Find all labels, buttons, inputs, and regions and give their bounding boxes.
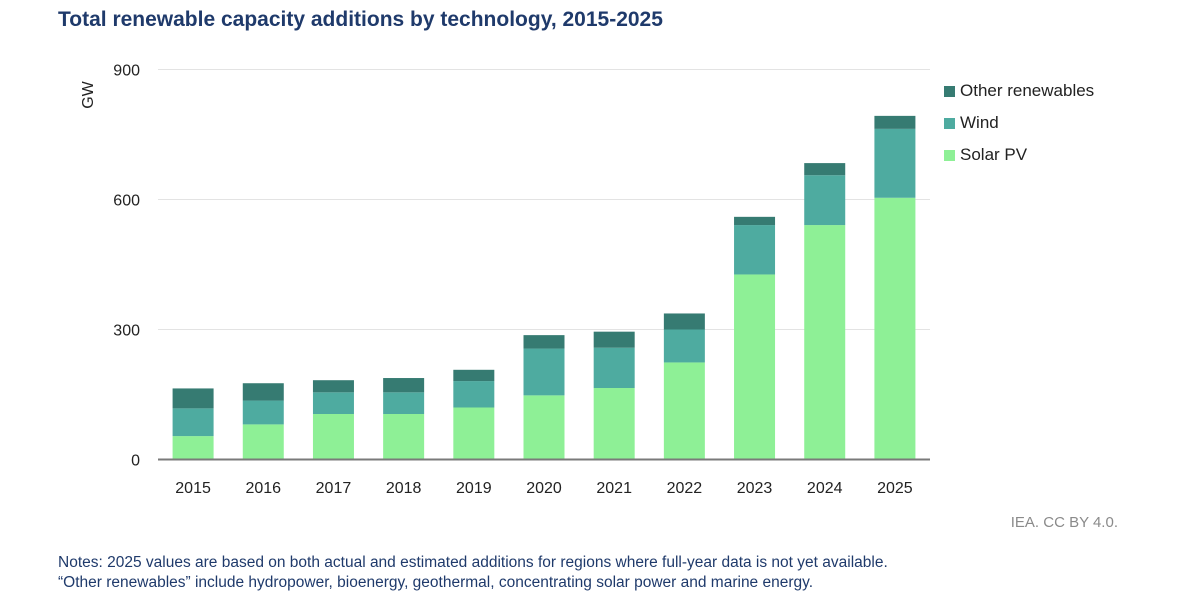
bar-segment-wind bbox=[804, 175, 846, 226]
bar-segment-wind bbox=[874, 128, 916, 198]
legend-swatch bbox=[944, 117, 955, 129]
x-tick-label: 2016 bbox=[245, 480, 281, 497]
bar-segment-wind bbox=[383, 392, 425, 414]
bar-segment-wind bbox=[734, 225, 776, 275]
bar-segment-other-renewables bbox=[453, 369, 495, 382]
bar-segment-other-renewables bbox=[172, 388, 214, 409]
bar-segment-solar-pv bbox=[663, 362, 705, 460]
bar-segment-wind bbox=[242, 400, 284, 425]
legend-swatch bbox=[944, 149, 955, 161]
legend-item-solar: Solar PV bbox=[944, 139, 1094, 171]
bar-segment-wind bbox=[663, 329, 705, 363]
bar-segment-solar-pv bbox=[874, 197, 916, 460]
x-tick-label: 2025 bbox=[877, 480, 913, 497]
legend-item-wind: Wind bbox=[944, 107, 1094, 139]
chart-title: Total renewable capacity additions by te… bbox=[58, 8, 663, 31]
bar-segment-other-renewables bbox=[312, 380, 354, 393]
x-tick-label: 2024 bbox=[807, 480, 843, 497]
note-line: Notes: 2025 values are based on both act… bbox=[58, 554, 888, 571]
bar-segment-wind bbox=[312, 392, 354, 414]
x-tick-label: 2022 bbox=[667, 480, 703, 497]
legend-label: Other renewables bbox=[960, 81, 1095, 100]
bar-segment-solar-pv bbox=[453, 407, 495, 460]
bar-segment-solar-pv bbox=[593, 388, 635, 460]
legend-item-other: Other renewables bbox=[944, 75, 1094, 107]
bar-segment-wind bbox=[593, 347, 635, 388]
y-tick-label: 600 bbox=[113, 193, 140, 210]
y-axis-label: GW bbox=[80, 80, 97, 108]
legend: Other renewables Wind Solar PV bbox=[944, 75, 1094, 171]
x-tick-label: 2021 bbox=[596, 480, 632, 497]
bar-segment-solar-pv bbox=[734, 274, 776, 460]
notes: Notes: 2025 values are based on both act… bbox=[58, 553, 888, 593]
credit: IEA. CC BY 4.0. bbox=[1010, 514, 1118, 531]
bar-segment-solar-pv bbox=[172, 436, 214, 460]
y-tick-label: 0 bbox=[131, 453, 140, 470]
bar-segment-wind bbox=[172, 408, 214, 437]
bar-segment-other-renewables bbox=[242, 383, 284, 401]
x-tick-label: 2015 bbox=[175, 480, 211, 497]
bar-segment-other-renewables bbox=[663, 313, 705, 330]
bar-segment-other-renewables bbox=[383, 378, 425, 393]
bar-segment-wind bbox=[453, 381, 495, 408]
legend-swatch bbox=[944, 85, 955, 97]
note-line: “Other renewables” include hydropower, b… bbox=[58, 574, 814, 591]
legend-label: Wind bbox=[960, 113, 999, 132]
bar-segment-solar-pv bbox=[804, 225, 846, 460]
x-tick-label: 2019 bbox=[456, 480, 492, 497]
bar-segment-other-renewables bbox=[593, 331, 635, 348]
bar-segment-other-renewables bbox=[804, 163, 846, 176]
bar-segment-solar-pv bbox=[312, 414, 354, 460]
bar-segment-solar-pv bbox=[523, 395, 565, 460]
x-tick-label: 2020 bbox=[526, 480, 562, 497]
bar-segment-wind bbox=[523, 348, 565, 396]
bar-segment-other-renewables bbox=[734, 216, 776, 226]
x-tick-label: 2023 bbox=[737, 480, 773, 497]
x-tick-label: 2017 bbox=[316, 480, 352, 497]
legend-label: Solar PV bbox=[960, 145, 1028, 164]
y-tick-label: 300 bbox=[113, 323, 140, 340]
bar-segment-other-renewables bbox=[523, 335, 565, 349]
x-tick-label: 2018 bbox=[386, 480, 422, 497]
bar-segment-other-renewables bbox=[874, 115, 916, 129]
y-tick-label: 900 bbox=[113, 63, 140, 80]
bar-segment-solar-pv bbox=[383, 414, 425, 460]
bar-segment-solar-pv bbox=[242, 424, 284, 460]
